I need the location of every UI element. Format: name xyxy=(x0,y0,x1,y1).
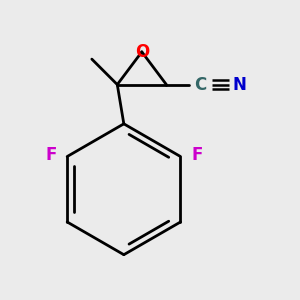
Text: F: F xyxy=(45,146,56,164)
Text: N: N xyxy=(232,76,246,94)
Text: O: O xyxy=(135,43,149,61)
Text: C: C xyxy=(195,76,207,94)
Text: F: F xyxy=(191,146,202,164)
